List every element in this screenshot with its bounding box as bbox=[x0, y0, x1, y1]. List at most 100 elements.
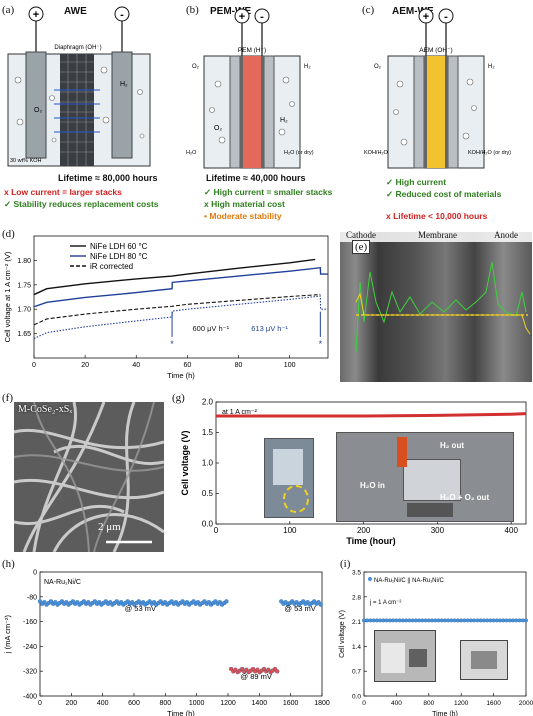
data-point bbox=[443, 618, 447, 623]
data-point bbox=[413, 618, 418, 623]
data-point bbox=[501, 618, 506, 623]
x-tick-label: 80 bbox=[235, 362, 243, 369]
panel-c-label: (c) bbox=[362, 4, 375, 16]
data-point bbox=[407, 618, 412, 623]
data-point bbox=[446, 618, 451, 623]
data-point bbox=[391, 618, 396, 623]
x-tick-label: 400 bbox=[505, 526, 519, 535]
x-tick-label: 20 bbox=[81, 362, 89, 369]
legend-entry: NA-Ru₁Ni/C || NA-Ru₁Ni/C bbox=[374, 578, 445, 584]
y-tick-label: 1.5 bbox=[202, 428, 214, 437]
data-point bbox=[439, 618, 444, 623]
pem-note-1: • Moderate stability bbox=[204, 211, 282, 221]
awe-pro-1: ✓ Stability reduces replacement costs bbox=[4, 199, 159, 209]
y-tick-label: -160 bbox=[23, 619, 37, 626]
x-tick-label: 600 bbox=[128, 700, 140, 707]
pem-o2-inner: O₂ bbox=[214, 125, 222, 132]
plot-frame bbox=[363, 571, 527, 697]
data-point bbox=[410, 618, 415, 623]
aem-h2-out: H₂ bbox=[488, 64, 495, 70]
current-chart-h: 0 200 400 600 800 1000 1200 1400 1600 1800 0 -80 -16… bbox=[3, 570, 330, 716]
x-tick-label: 400 bbox=[391, 700, 402, 707]
x-tick-label: 400 bbox=[97, 700, 109, 707]
y-tick-label: 1.4 bbox=[352, 644, 361, 651]
pem-pro-1: ✓ High current = smaller stacks bbox=[204, 187, 333, 197]
x-axis-label: Time (hour) bbox=[346, 536, 395, 546]
y-tick-label: 1.80 bbox=[17, 258, 31, 265]
pem-con-1: x High material cost bbox=[204, 199, 285, 209]
x-tick-label: 1600 bbox=[486, 700, 501, 707]
panel-a-label: (a) bbox=[2, 4, 15, 16]
plot-frame bbox=[33, 235, 329, 359]
x-tick-label: 800 bbox=[159, 700, 171, 707]
y-tick-label: -240 bbox=[23, 644, 37, 651]
data-point bbox=[488, 618, 493, 623]
y-axis-label: j (mA cm⁻²) bbox=[3, 614, 12, 654]
data-point bbox=[517, 618, 522, 623]
material-label: M-CoSe₂-xSₓ bbox=[18, 404, 73, 415]
aem-membrane-label: AEM (OH⁻) bbox=[419, 47, 452, 54]
aem-pro-2: ✓ Reduced cost of materials bbox=[386, 189, 502, 199]
data-point bbox=[433, 618, 438, 623]
y-tick-label: 2.1 bbox=[352, 619, 361, 626]
data-point bbox=[459, 618, 464, 623]
aem-koh-in: KOH/H₂O bbox=[364, 150, 389, 156]
panel-b-title: PEM-WE bbox=[210, 6, 252, 17]
y-tick-label: 0.0 bbox=[352, 694, 361, 701]
h2o-in-label: H₂O in bbox=[360, 481, 385, 490]
pem-minus: - bbox=[260, 11, 264, 23]
x-tick-label: 1200 bbox=[454, 700, 469, 707]
data-point bbox=[449, 618, 454, 623]
y-tick-label: 3.5 bbox=[352, 570, 361, 577]
x-tick-label: 200 bbox=[357, 526, 371, 535]
data-point-s0 bbox=[224, 599, 229, 604]
voltage-chart-d: 0 20 40 60 80 100 1.65 1.70 1.75 1.80 Time (h) Cell… bbox=[3, 235, 329, 380]
potential-annotation-2: @ 53 mV bbox=[284, 604, 315, 613]
x-tick-label: 1600 bbox=[283, 700, 299, 707]
data-point bbox=[456, 618, 460, 623]
y-tick-label: 1.70 bbox=[17, 307, 31, 314]
y-tick-label: -400 bbox=[23, 694, 37, 701]
panel-d-label: (d) bbox=[2, 228, 15, 240]
y-tick-label: 1.75 bbox=[17, 282, 31, 289]
awe-o2: O₂ bbox=[34, 107, 42, 114]
series-line-3 bbox=[33, 295, 328, 339]
inset-photo-setup bbox=[264, 438, 314, 518]
data-point bbox=[462, 618, 467, 623]
data-point bbox=[514, 618, 519, 623]
data-point bbox=[436, 618, 441, 623]
panel-a-title: AWE bbox=[64, 6, 87, 17]
aem-pro-1: ✓ High current bbox=[386, 177, 447, 187]
awe-electrolyte: 30 wt% KOH bbox=[10, 158, 42, 164]
cathode-label: Cathode bbox=[346, 230, 376, 240]
x-tick-label: 40 bbox=[132, 362, 140, 369]
marker-star-1: * bbox=[319, 339, 323, 349]
series-label: NA-Ru₁Ni/C bbox=[44, 579, 81, 586]
y-tick-label: -80 bbox=[27, 594, 37, 601]
y-axis-label: Cell voltage (V) bbox=[339, 610, 346, 658]
inset-photo-device bbox=[374, 630, 436, 682]
marker-star-0: * bbox=[170, 339, 174, 349]
data-point bbox=[362, 618, 366, 623]
panel-g-label: (g) bbox=[172, 392, 185, 404]
panel-e-label: (e) bbox=[352, 240, 371, 254]
pem-plus: + bbox=[239, 11, 245, 23]
panel-b-label: (b) bbox=[186, 4, 199, 16]
series-line-2 bbox=[33, 294, 321, 326]
anode-label: Anode bbox=[494, 230, 518, 240]
pem-diagram: + - PEM (H⁺) O₂ H₂ H₂ O₂ H₂O H₂O (or dry… bbox=[186, 8, 314, 169]
data-point bbox=[368, 618, 373, 623]
data-point bbox=[365, 618, 370, 623]
data-point bbox=[375, 618, 379, 623]
aem-minus: - bbox=[444, 11, 448, 23]
data-point bbox=[417, 618, 422, 623]
awe-diagram: + - Diaphragm (OH⁻) H₂ O₂ 30 wt% KOH bbox=[7, 6, 151, 167]
pem-lifetime: Lifetime ≈ 40,000 hours bbox=[206, 173, 306, 183]
data-point bbox=[397, 618, 402, 623]
x-tick-label: 2000 bbox=[519, 700, 533, 707]
voltage-chart-g: 0 100 200 300 400 0.0 0.5 1.0 1.5 2.0 Time (hour) C… bbox=[180, 398, 527, 546]
awe-con-1: x Low current = larger stacks bbox=[4, 187, 122, 197]
x-tick-label: 0 bbox=[32, 362, 36, 369]
awe-minus: - bbox=[120, 9, 124, 21]
legend-swatch bbox=[368, 577, 372, 581]
